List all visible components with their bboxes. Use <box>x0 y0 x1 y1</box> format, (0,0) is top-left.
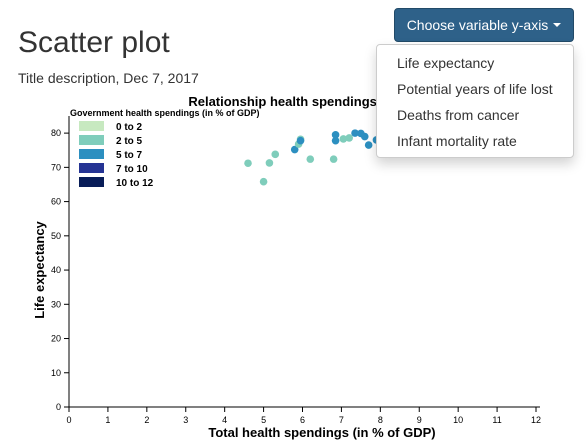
y-axis-dropdown-menu: Life expectancy Potential years of life … <box>376 44 574 158</box>
scatter-point <box>290 145 299 154</box>
y-axis-dropdown-label: Choose variable y-axis <box>406 17 549 33</box>
page-subtitle: Title description, Dec 7, 2017 <box>18 70 199 86</box>
legend-label: 5 to 7 <box>116 150 143 161</box>
chart-points <box>244 129 381 186</box>
menu-item-deaths-from-cancer[interactable]: Deaths from cancer <box>397 107 520 123</box>
menu-item-potential-years-of-life-lost[interactable]: Potential years of life lost <box>397 81 553 97</box>
x-tick-label: 5 <box>261 415 266 425</box>
scatter-point <box>360 132 369 141</box>
page-title: Scatter plot <box>18 26 170 59</box>
scatter-point <box>259 177 268 186</box>
x-tick-label: 1 <box>105 415 110 425</box>
legend-label: 10 to 12 <box>116 178 154 189</box>
x-tick-label: 3 <box>183 415 188 425</box>
x-tick-label: 9 <box>417 415 422 425</box>
caret-down-icon <box>553 23 562 27</box>
scatter-point <box>296 136 305 145</box>
legend-label: 2 to 5 <box>116 136 143 147</box>
legend-title: Government health spendings (in % of GDP… <box>70 108 260 118</box>
y-tick-label: 0 <box>56 402 61 412</box>
scatter-point <box>331 131 340 139</box>
chart-legend: Government health spendings (in % of GDP… <box>70 108 260 189</box>
scatter-point <box>306 155 315 163</box>
menu-item-life-expectancy[interactable]: Life expectancy <box>397 55 495 71</box>
scatter-point <box>265 159 274 167</box>
scatter-point <box>339 135 348 143</box>
x-tick-label: 0 <box>66 415 71 425</box>
y-tick-label: 40 <box>51 265 61 275</box>
scatter-point <box>244 159 252 168</box>
scatter-point <box>271 150 280 159</box>
x-tick-label: 12 <box>531 415 541 425</box>
x-tick-label: 8 <box>378 415 383 425</box>
x-tick-label: 4 <box>222 415 227 425</box>
legend-swatch <box>79 177 104 187</box>
y-axis-label: Life expectancy <box>32 220 47 318</box>
scatter-point <box>364 141 373 149</box>
x-tick-label: 7 <box>339 415 344 425</box>
scatter-point <box>351 129 359 137</box>
y-tick-label: 80 <box>51 128 61 138</box>
y-tick-label: 20 <box>51 334 61 344</box>
x-tick-label: 6 <box>300 415 305 425</box>
x-tick-label: 2 <box>144 415 149 425</box>
x-tick-label: 10 <box>453 415 463 425</box>
scatter-point <box>329 155 338 163</box>
y-tick-label: 50 <box>51 231 61 241</box>
scatter-point <box>331 136 340 145</box>
x-tick-label: 11 <box>492 415 501 425</box>
y-tick-label: 60 <box>51 197 61 207</box>
legend-label: 0 to 2 <box>116 122 143 133</box>
legend-label: 7 to 10 <box>116 164 148 175</box>
legend-swatch <box>79 121 104 131</box>
y-tick-label: 70 <box>51 162 61 172</box>
y-tick-label: 10 <box>51 368 61 378</box>
x-axis-label: Total health spendings (in % of GDP) <box>208 425 435 440</box>
y-tick-label: 30 <box>51 299 61 309</box>
legend-swatch <box>79 149 104 159</box>
legend-swatch <box>79 135 104 145</box>
y-axis-dropdown-button[interactable]: Choose variable y-axis <box>394 8 574 42</box>
chart-title: Relationship health spendings an <box>188 94 395 109</box>
scatter-point <box>345 134 354 142</box>
menu-item-infant-mortality-rate[interactable]: Infant mortality rate <box>397 133 517 149</box>
legend-swatch <box>79 163 104 173</box>
